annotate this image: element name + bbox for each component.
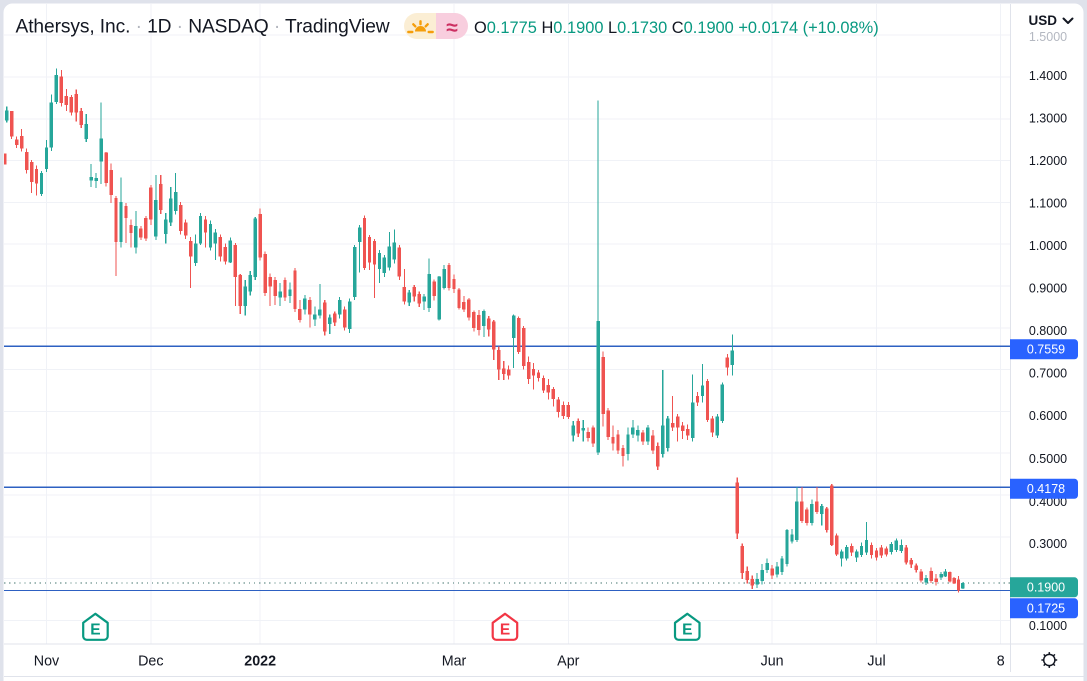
svg-text:0.1900: 0.1900 [1027, 581, 1065, 595]
svg-text:0.5000: 0.5000 [1029, 452, 1067, 466]
svg-text:8: 8 [997, 654, 1005, 670]
svg-text:0.9000: 0.9000 [1029, 282, 1067, 296]
svg-text:E: E [500, 622, 510, 639]
svg-text:0.6000: 0.6000 [1029, 409, 1067, 423]
svg-text:E: E [90, 622, 100, 639]
svg-text:Nov: Nov [34, 654, 60, 670]
svg-text:1.3000: 1.3000 [1029, 111, 1067, 125]
svg-text:1.0000: 1.0000 [1029, 239, 1067, 253]
svg-text:1.5000: 1.5000 [1029, 30, 1067, 44]
svg-text:0.8000: 0.8000 [1029, 324, 1067, 338]
svg-text:Jul: Jul [867, 654, 885, 670]
svg-text:USD: USD [1029, 13, 1058, 28]
svg-text:2022: 2022 [244, 654, 276, 670]
svg-text:Mar: Mar [442, 654, 467, 670]
svg-text:O0.1775 H0.1900 L0.1730 C0.190: O0.1775 H0.1900 L0.1730 C0.1900 +0.0174 … [474, 19, 879, 37]
svg-text:E: E [682, 622, 692, 639]
svg-text:1.4000: 1.4000 [1029, 69, 1067, 83]
svg-text:0.3000: 0.3000 [1029, 537, 1067, 551]
svg-text:Jun: Jun [761, 654, 784, 670]
svg-text:0.1000: 0.1000 [1029, 619, 1067, 633]
svg-text:0.1725: 0.1725 [1027, 602, 1065, 616]
svg-text:0.7559: 0.7559 [1027, 343, 1065, 357]
svg-text:0.4178: 0.4178 [1027, 482, 1065, 496]
svg-text:≈: ≈ [446, 17, 458, 40]
svg-text:Athersys, Inc. · 1D · NASDAQ ·: Athersys, Inc. · 1D · NASDAQ · TradingVi… [16, 16, 390, 37]
svg-text:1.2000: 1.2000 [1029, 154, 1067, 168]
svg-text:Dec: Dec [138, 654, 163, 670]
svg-text:Apr: Apr [557, 654, 579, 670]
svg-text:1.1000: 1.1000 [1029, 196, 1067, 210]
svg-text:0.7000: 0.7000 [1029, 367, 1067, 381]
